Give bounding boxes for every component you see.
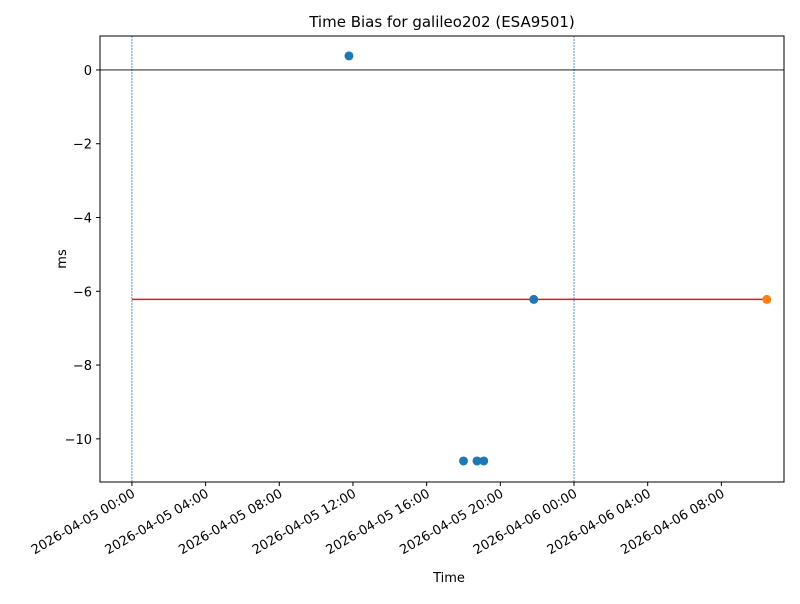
point [472, 456, 482, 466]
point [529, 294, 539, 304]
point [344, 51, 354, 61]
plot-frame [99, 35, 785, 483]
point [762, 294, 772, 304]
y-tick-label: −4 [73, 211, 92, 226]
y-tick-label: 0 [84, 64, 92, 79]
y-tick-label: −6 [73, 285, 92, 300]
chart-title: Time Bias for galileo202 (ESA9501) [308, 13, 575, 31]
point [479, 456, 489, 466]
y-tick-label: −8 [73, 359, 92, 374]
y-axis-label: ms [55, 249, 70, 269]
x-axis-label: Time [432, 571, 465, 586]
y-tick-label: −2 [73, 138, 92, 153]
y-tick-label: −10 [65, 433, 92, 448]
point [458, 456, 468, 466]
